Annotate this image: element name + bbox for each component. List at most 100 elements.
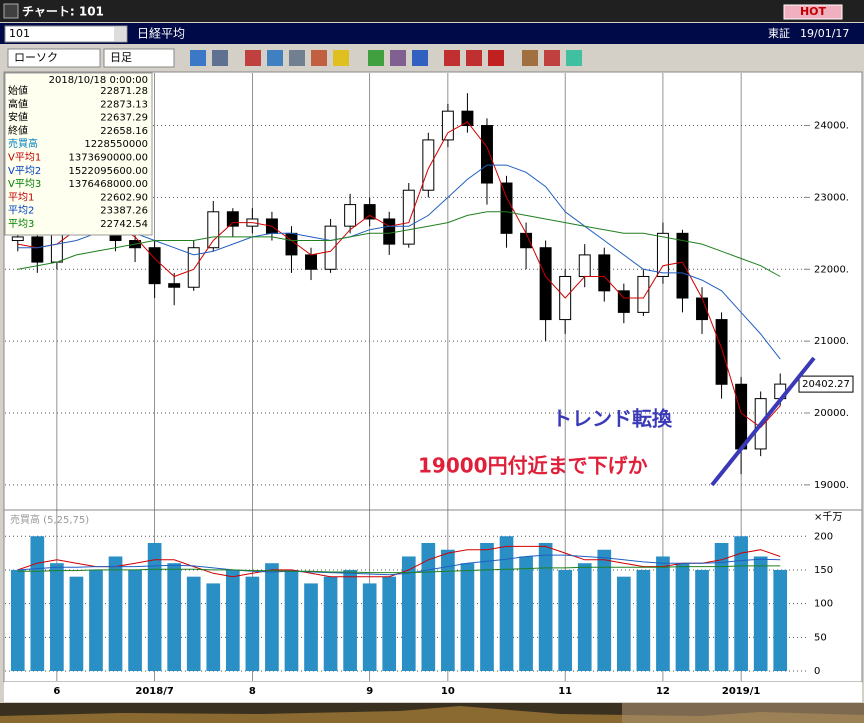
code-text[interactable]: 101 (9, 27, 30, 40)
icon[interactable] (311, 50, 327, 66)
candle-body (500, 182, 513, 234)
candle-body (207, 211, 220, 249)
period-select[interactable] (103, 48, 175, 68)
icon[interactable] (190, 50, 206, 66)
volume-unit: ×千万 (814, 511, 842, 523)
volume-bar (519, 556, 533, 671)
candle-body (148, 247, 161, 285)
info-label: 平均1 (8, 191, 34, 203)
ma-line (17, 211, 781, 277)
candle-body (11, 236, 24, 242)
info-box (4, 72, 153, 236)
app-icon (3, 3, 19, 19)
volume-tick-label: 150 (814, 565, 833, 576)
info-value: 22658.16 (100, 126, 148, 137)
info-value: 23387.26 (100, 206, 148, 217)
icon[interactable] (390, 50, 406, 66)
info-value: 22871.28 (100, 86, 148, 97)
candle-body (481, 125, 493, 184)
x-tick-label: 10 (441, 686, 455, 697)
icon[interactable] (368, 50, 384, 66)
trend-line (710, 356, 816, 487)
y-tick-label: 22000. (814, 264, 849, 275)
volume-tick-label: 100 (814, 599, 833, 610)
period[interactable]: 日足 (110, 51, 132, 64)
volume-bar (245, 576, 260, 671)
window-title: チャート: 101 (22, 5, 104, 19)
icon[interactable] (267, 50, 283, 66)
info-label: 売買高 (8, 137, 38, 150)
candle-body (539, 247, 552, 321)
info-panel: 2018/10/18 0:00:00 始値 22871.28 高値 22873.13 安… (4, 72, 153, 236)
chart-type[interactable]: ローソク (14, 51, 58, 64)
icon[interactable] (333, 50, 349, 66)
icon[interactable] (289, 50, 305, 66)
symbol-bar (0, 23, 864, 44)
info-label: V平均3 (8, 178, 41, 190)
last-price: 20402.27 (802, 379, 850, 390)
chart-type-select[interactable] (7, 48, 101, 68)
volume-bar (499, 536, 514, 671)
volume-bar (89, 569, 103, 671)
volume-bar (323, 576, 338, 671)
volume-bar (147, 542, 162, 671)
info-label: 高値 (8, 97, 28, 110)
info-value: 22602.90 (100, 192, 148, 203)
volume-bar (225, 569, 240, 671)
candle-body (656, 232, 669, 277)
code-input[interactable] (4, 25, 128, 43)
volume-bar (597, 549, 612, 671)
candle-body (168, 283, 181, 288)
info-label: 安値 (8, 111, 28, 124)
icon[interactable] (488, 50, 504, 66)
info-value: 22742.54 (100, 219, 148, 230)
candle-body (637, 275, 650, 313)
volume-bar (50, 563, 64, 671)
volume-ma-line (17, 554, 781, 576)
candle-body (305, 254, 317, 270)
volume-bar (538, 542, 553, 671)
volume-bar (558, 569, 573, 671)
volume-tick-label: 200 (814, 531, 833, 542)
x-tick-label: 11 (558, 686, 572, 697)
annotation: 19000円付近まで下げか (418, 454, 648, 478)
volume-bar (675, 563, 690, 671)
icon[interactable] (444, 50, 460, 66)
icon[interactable] (212, 50, 228, 66)
info-value: 1228550000 (84, 139, 148, 150)
x-tick-label: 8 (249, 686, 256, 697)
candle-body (441, 110, 454, 141)
candle-body (578, 254, 591, 277)
volume-bar (108, 556, 123, 671)
hot-label[interactable]: HOT (800, 5, 827, 18)
code-dropdown[interactable] (114, 27, 126, 41)
candle-body (402, 189, 415, 245)
info-value: 1376468000.00 (68, 179, 148, 190)
candle-body (285, 232, 298, 256)
info-label: V平均2 (8, 165, 41, 177)
candle-body (422, 139, 435, 191)
icon[interactable] (412, 50, 428, 66)
info-label: 始値 (8, 84, 28, 97)
scroll-thumb[interactable] (622, 703, 864, 723)
icon[interactable] (544, 50, 560, 66)
volume-bar (206, 583, 221, 671)
date: 19/01/17 (800, 27, 849, 40)
info-value: 1522095600.00 (68, 166, 148, 177)
y-tick-label: 19000. (814, 480, 849, 491)
icon[interactable] (522, 50, 538, 66)
icon[interactable] (566, 50, 582, 66)
plot: 19000. 20000. 21000. 22000. 23000. 24000. 0 50 1… (5, 73, 854, 697)
icon[interactable] (245, 50, 261, 66)
volume-bar (343, 569, 357, 671)
hot-button[interactable] (783, 4, 843, 20)
volume-bar (753, 556, 768, 671)
icon[interactable] (466, 50, 482, 66)
volume-bar (695, 569, 709, 671)
volume-title: 売買高 (5,25,75) (10, 513, 89, 526)
x-axis-area (4, 682, 862, 702)
volume-bar (167, 563, 182, 671)
info-label: 平均3 (8, 218, 34, 230)
